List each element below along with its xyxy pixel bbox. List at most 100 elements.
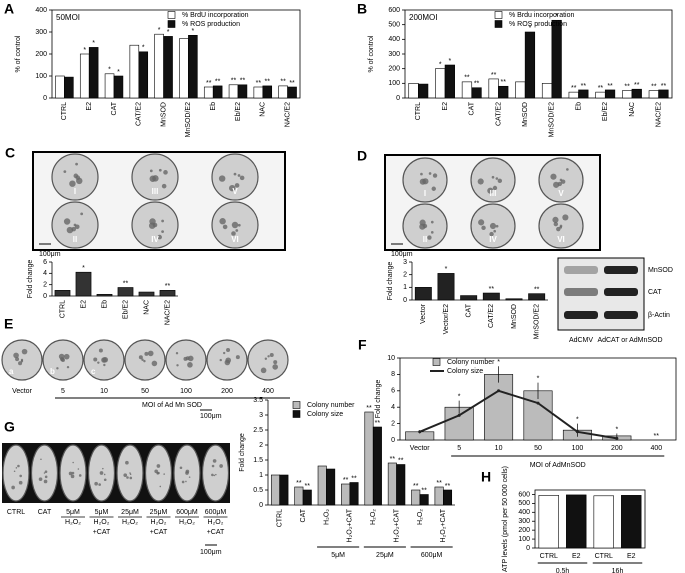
x-tick-label: CTRL xyxy=(59,300,66,318)
colony xyxy=(66,365,70,369)
colony xyxy=(156,464,161,468)
dish-caption: H₂O₂ xyxy=(94,519,110,526)
colony xyxy=(56,367,59,370)
bar xyxy=(262,85,273,99)
colony xyxy=(72,461,74,464)
colony xyxy=(68,471,73,476)
y-tick-label: 300 xyxy=(518,518,530,525)
point xyxy=(575,430,579,434)
dish-letter: a xyxy=(9,367,14,376)
legend-swatch xyxy=(432,358,441,366)
y-tick-label: 10 xyxy=(387,355,395,362)
y-tick-label: 1 xyxy=(403,284,407,291)
significance: ** xyxy=(581,83,587,90)
y-tick-label: 200 xyxy=(388,66,400,73)
dish-label: IV xyxy=(151,235,159,244)
legend-label: Colony size xyxy=(447,368,483,375)
x-tick-label: NAC/E2 xyxy=(655,102,662,127)
significance: ** xyxy=(351,475,357,482)
legend-swatch xyxy=(494,11,503,19)
dish xyxy=(470,157,516,203)
blot-column-label: AdCMV xyxy=(569,337,593,344)
colony xyxy=(213,474,216,477)
bar xyxy=(79,53,90,99)
y-tick-label: 0 xyxy=(259,502,263,509)
bar xyxy=(117,287,134,297)
y-tick-label: 400 xyxy=(35,7,47,14)
y-tick-label: 3 xyxy=(403,259,407,266)
colony xyxy=(18,361,23,366)
significance: * xyxy=(117,69,120,76)
x-tick-label: NAC xyxy=(143,300,150,315)
bar xyxy=(228,84,239,99)
colony xyxy=(218,175,226,182)
dish-label: III xyxy=(490,189,497,198)
dish-caption: +CAT xyxy=(150,529,168,536)
significance: * xyxy=(537,375,540,382)
colony xyxy=(231,221,239,229)
blot-band xyxy=(604,288,638,296)
bar xyxy=(317,465,327,506)
significance: * xyxy=(92,40,95,47)
y-tick-label: 0 xyxy=(391,437,395,444)
dish-label: II xyxy=(73,235,77,244)
bar xyxy=(461,81,473,99)
y-axis-label: % of control xyxy=(15,35,22,72)
legend-label: Colony number xyxy=(307,402,355,409)
y-tick-label: 6 xyxy=(391,388,395,395)
x-tick-label: CTRL xyxy=(595,553,613,560)
bar xyxy=(396,464,406,506)
bar xyxy=(568,91,579,99)
bar xyxy=(302,489,312,506)
dish-caption: H₂O₂ xyxy=(65,519,81,526)
bar xyxy=(434,486,444,506)
bar xyxy=(414,287,432,301)
y-tick-label: 1 xyxy=(259,472,263,479)
colony xyxy=(235,229,239,232)
dish-caption: 10 xyxy=(100,388,108,395)
colony xyxy=(103,473,106,476)
bar xyxy=(528,293,546,301)
bar xyxy=(471,87,482,99)
colony xyxy=(493,229,497,233)
x-tick-label: CAT xyxy=(111,101,118,115)
x-tick-label: Eb/E2 xyxy=(602,102,609,121)
y-axis-label: Fold change xyxy=(375,380,382,419)
y-tick-label: 500 xyxy=(518,500,530,507)
dish-label: IV xyxy=(489,235,497,244)
colony xyxy=(489,231,494,237)
dish-label: VI xyxy=(557,235,565,244)
colony xyxy=(215,473,217,476)
colony xyxy=(556,226,561,232)
dish-caption: H₂O₂ xyxy=(179,519,195,526)
significance: ** xyxy=(634,82,640,89)
colony xyxy=(80,212,84,216)
colony xyxy=(477,178,484,185)
colony xyxy=(157,234,162,240)
group-label: 600μM xyxy=(421,552,443,559)
legend-label: Colony number xyxy=(447,359,495,366)
dish-caption: H₂O₂ xyxy=(151,519,167,526)
colony xyxy=(149,169,153,173)
bar xyxy=(595,91,606,99)
bar xyxy=(593,495,614,549)
y-tick-label: 100 xyxy=(388,80,400,87)
bar xyxy=(551,19,562,99)
colony xyxy=(495,224,499,228)
colony xyxy=(163,170,168,175)
bar xyxy=(505,298,523,301)
significance: ** xyxy=(366,405,372,412)
bar xyxy=(326,468,336,506)
y-tick-label: 1.5 xyxy=(253,457,263,464)
colony xyxy=(141,358,144,361)
bar xyxy=(203,86,214,99)
bar xyxy=(163,36,173,99)
bar xyxy=(341,483,351,506)
significance: ** xyxy=(265,79,271,86)
y-tick-label: 600 xyxy=(388,7,400,14)
legend-swatch xyxy=(292,401,301,409)
bar xyxy=(179,38,189,99)
significance: ** xyxy=(305,483,311,490)
bar xyxy=(154,33,164,99)
y-axis-label: Fold change xyxy=(387,262,394,301)
